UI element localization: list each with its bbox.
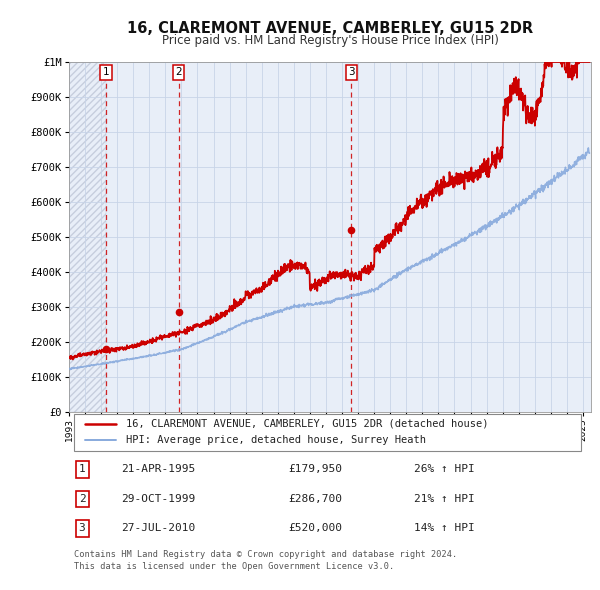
Text: Contains HM Land Registry data © Crown copyright and database right 2024.
This d: Contains HM Land Registry data © Crown c… — [74, 550, 457, 572]
Text: 16, CLAREMONT AVENUE, CAMBERLEY, GU15 2DR (detached house): 16, CLAREMONT AVENUE, CAMBERLEY, GU15 2D… — [127, 419, 489, 428]
Text: 21% ↑ HPI: 21% ↑ HPI — [413, 494, 474, 504]
Text: 1: 1 — [103, 67, 109, 77]
Text: 21-APR-1995: 21-APR-1995 — [121, 464, 196, 474]
Text: 2: 2 — [175, 67, 182, 77]
Text: 2: 2 — [79, 494, 85, 504]
FancyBboxPatch shape — [74, 414, 581, 451]
Text: 3: 3 — [79, 523, 85, 533]
Text: 27-JUL-2010: 27-JUL-2010 — [121, 523, 196, 533]
Text: £179,950: £179,950 — [288, 464, 342, 474]
Text: Price paid vs. HM Land Registry's House Price Index (HPI): Price paid vs. HM Land Registry's House … — [161, 34, 499, 47]
Text: 14% ↑ HPI: 14% ↑ HPI — [413, 523, 474, 533]
Text: 26% ↑ HPI: 26% ↑ HPI — [413, 464, 474, 474]
Text: 1: 1 — [79, 464, 85, 474]
Text: HPI: Average price, detached house, Surrey Heath: HPI: Average price, detached house, Surr… — [127, 435, 427, 445]
Text: £520,000: £520,000 — [288, 523, 342, 533]
Text: 29-OCT-1999: 29-OCT-1999 — [121, 494, 196, 504]
Text: 16, CLAREMONT AVENUE, CAMBERLEY, GU15 2DR: 16, CLAREMONT AVENUE, CAMBERLEY, GU15 2D… — [127, 21, 533, 35]
Text: 3: 3 — [348, 67, 355, 77]
Text: £286,700: £286,700 — [288, 494, 342, 504]
